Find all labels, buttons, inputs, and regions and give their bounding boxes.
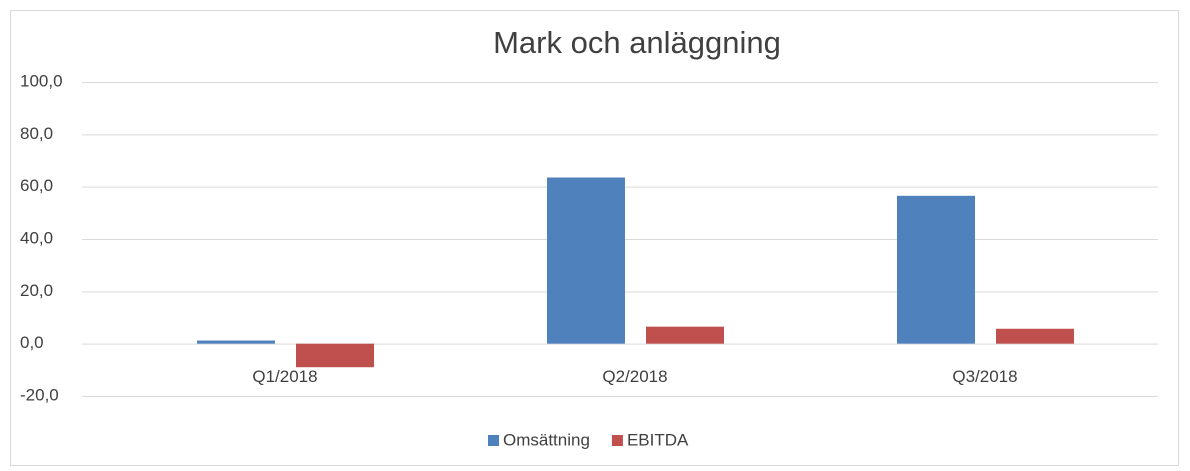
y-tick-label: 40,0 xyxy=(20,228,53,247)
bar xyxy=(296,343,374,368)
bar xyxy=(646,326,724,344)
chart-title: Mark och anläggning xyxy=(493,25,781,60)
y-tick-label: 80,0 xyxy=(20,124,53,143)
bar xyxy=(996,328,1074,344)
x-tick-label: Q2/2018 xyxy=(602,367,667,386)
legend-swatch xyxy=(488,435,499,446)
y-tick-label: 0,0 xyxy=(20,333,44,352)
x-tick-label: Q3/2018 xyxy=(952,367,1017,386)
y-tick-label: 60,0 xyxy=(20,176,53,195)
legend-swatch xyxy=(611,435,623,446)
bar xyxy=(897,195,975,344)
bar xyxy=(197,340,275,344)
legend-label: Omsättning xyxy=(503,430,590,449)
y-tick-label: 20,0 xyxy=(20,281,53,300)
bar xyxy=(547,177,625,344)
legend-label: EBITDA xyxy=(627,430,689,449)
y-tick-label: 100,0 xyxy=(20,71,63,90)
y-tick-label: -20,0 xyxy=(20,385,59,404)
x-tick-label: Q1/2018 xyxy=(252,367,317,386)
